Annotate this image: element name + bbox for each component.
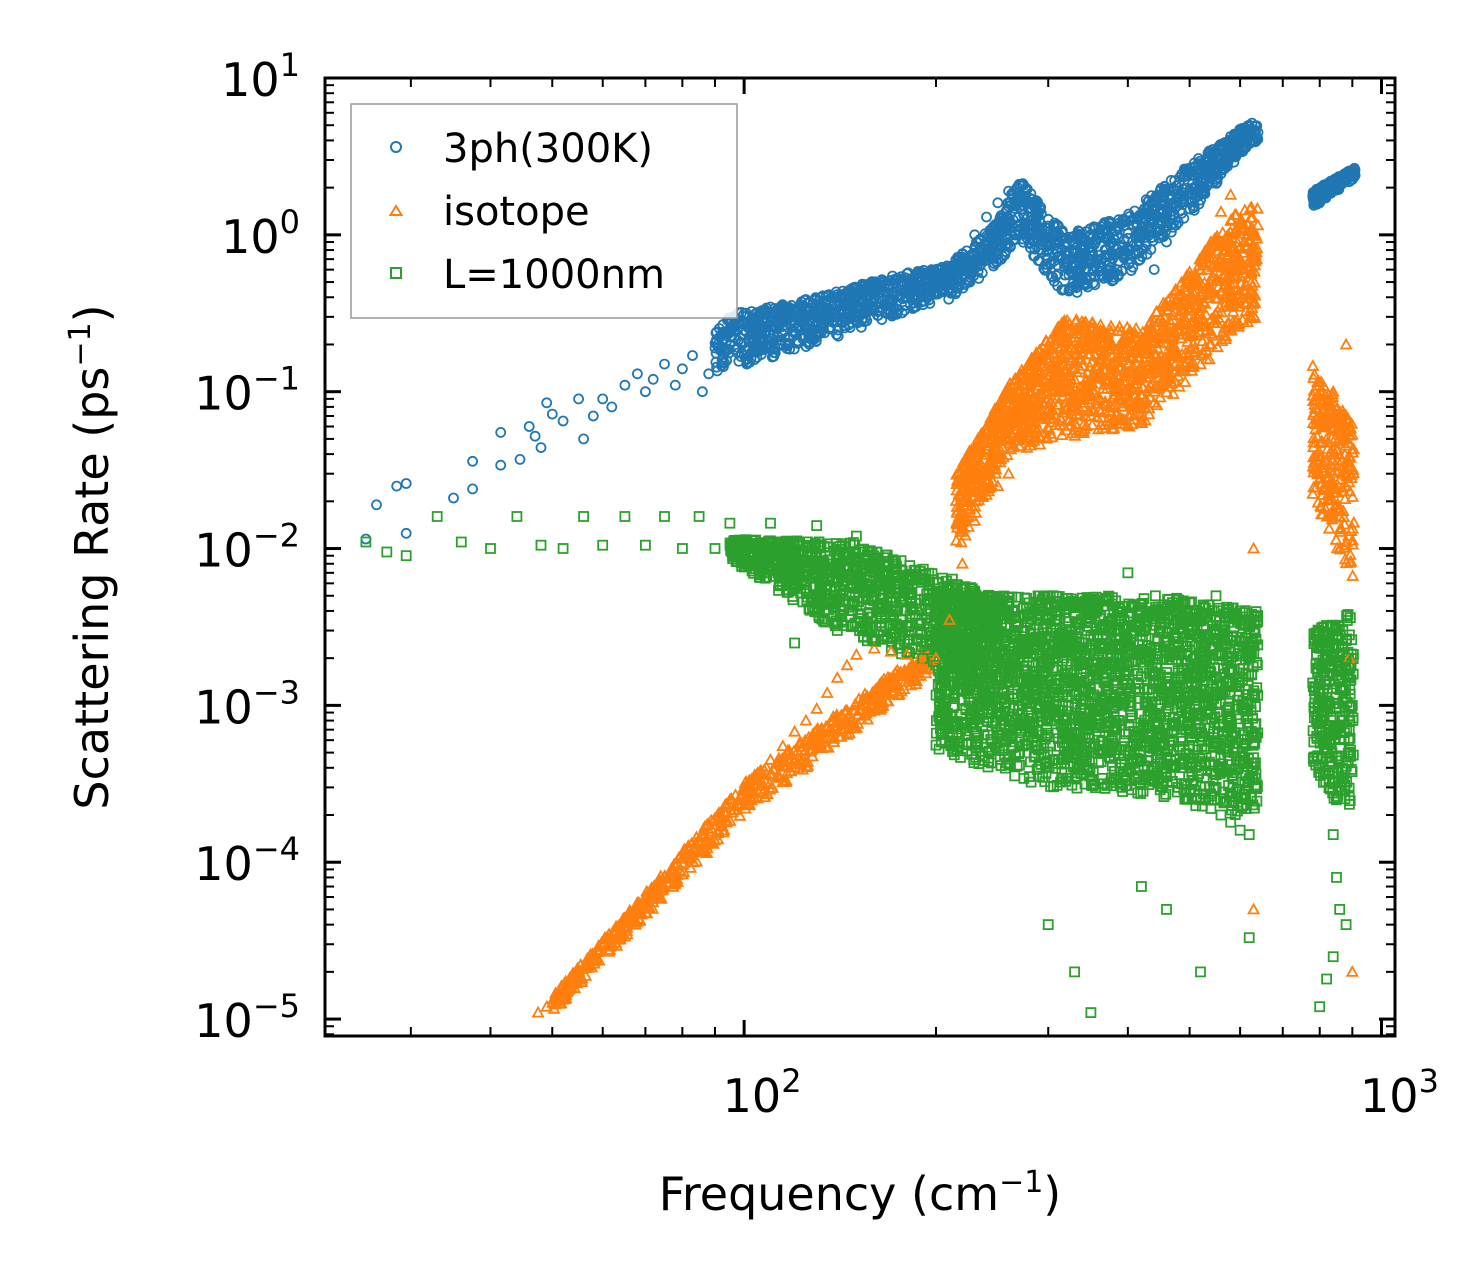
data-point	[949, 533, 963, 546]
data-point	[1194, 155, 1206, 167]
data-point	[1159, 181, 1171, 192]
dense-cloud-l-1000nm	[724, 534, 1359, 820]
dense-cloud-3ph-300k-	[709, 117, 1361, 377]
data-point	[832, 330, 844, 342]
data-point	[1003, 200, 1014, 212]
data-point	[1012, 212, 1024, 224]
data-point	[1306, 359, 1320, 371]
data-point	[1188, 204, 1200, 216]
data-point	[1346, 569, 1360, 581]
data-point	[1322, 521, 1336, 534]
data-point	[709, 337, 721, 349]
data-point	[1187, 182, 1199, 194]
data-point	[1030, 195, 1042, 207]
data-point	[1147, 235, 1159, 247]
